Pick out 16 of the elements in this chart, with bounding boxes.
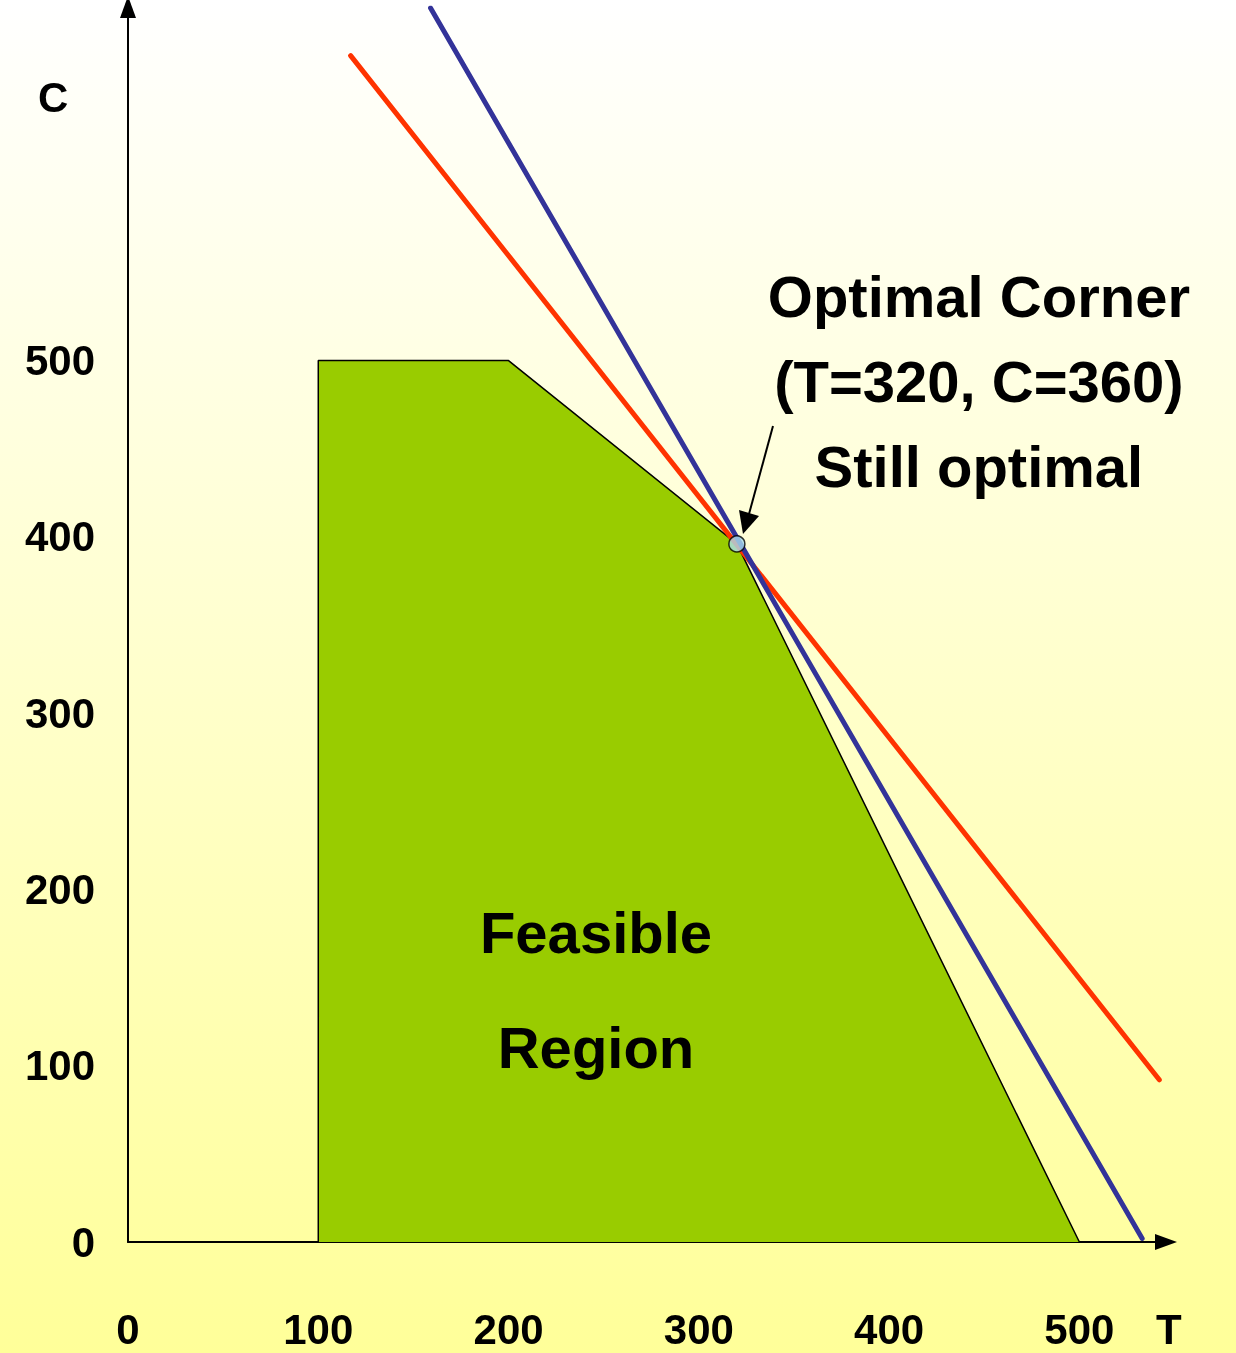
x-tick-label: 400: [854, 1305, 925, 1353]
x-tick-label: 300: [663, 1305, 734, 1353]
x-tick-label: 500: [1044, 1305, 1115, 1353]
y-tick-label: 100: [24, 1042, 95, 1090]
y-axis-title: C: [38, 73, 69, 121]
y-tick-label: 400: [24, 513, 95, 561]
annotation: Feasible Region: [479, 900, 713, 1080]
y-tick-label: 500: [24, 337, 95, 385]
x-tick-label: 0: [116, 1305, 140, 1353]
x-tick-label: 100: [283, 1305, 354, 1353]
y-tick-label: 200: [24, 865, 95, 913]
x-tick-label: 200: [473, 1305, 544, 1353]
annotation: Optimal Corner (T=320, C=360) Still optimal: [767, 263, 1190, 499]
y-tick-label: 300: [24, 689, 95, 737]
x-axis-title: T: [1156, 1305, 1182, 1353]
y-tick-label: 0: [71, 1218, 95, 1266]
